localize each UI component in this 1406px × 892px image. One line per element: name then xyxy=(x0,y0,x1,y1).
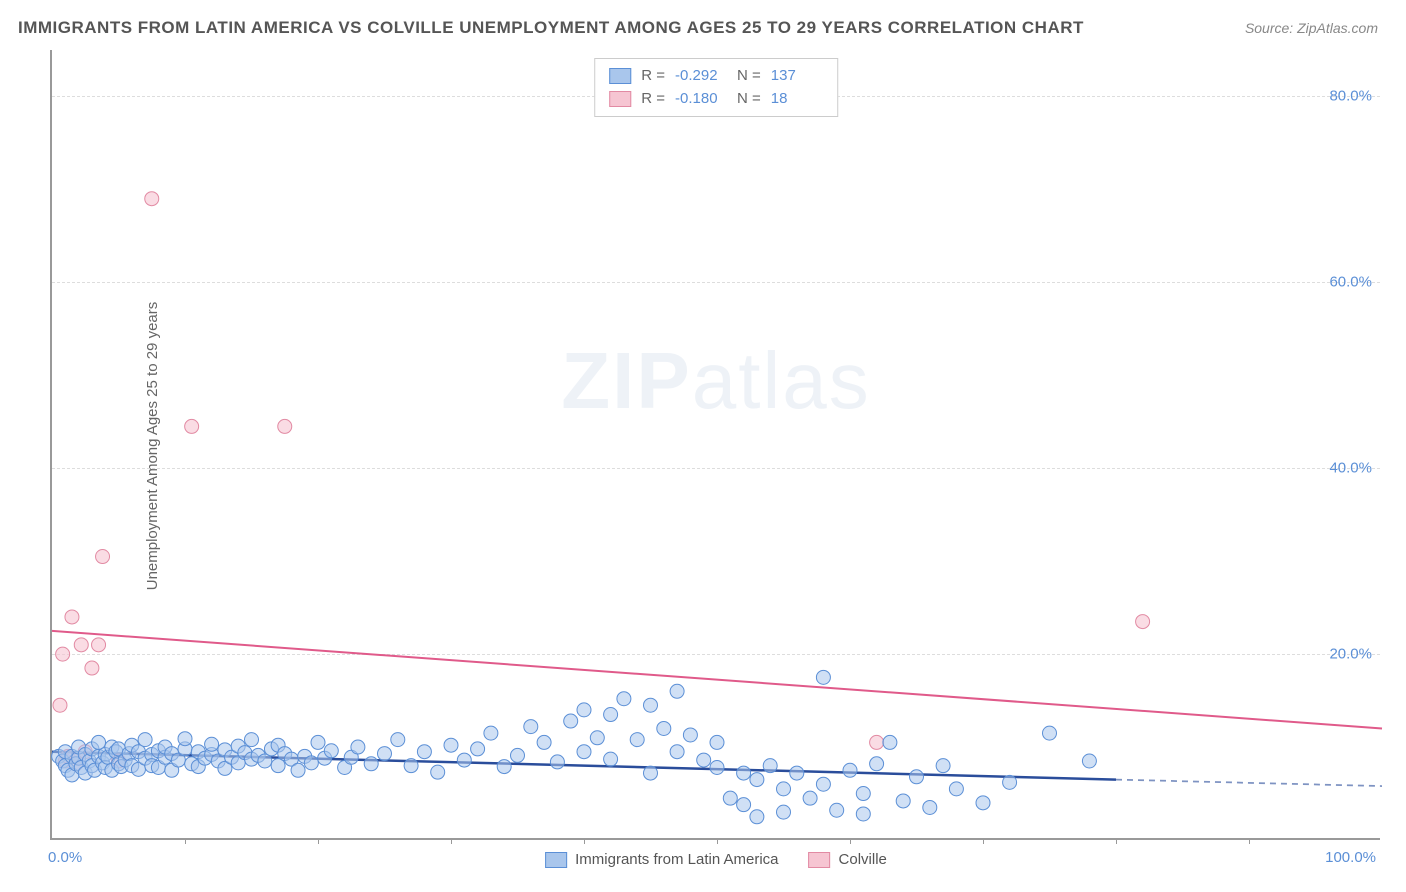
x-tick-mark xyxy=(451,838,452,844)
stats-row: R = -0.180 N = 18 xyxy=(609,88,823,111)
legend: Immigrants from Latin America Colville xyxy=(545,851,887,868)
stats-row: R = -0.292 N = 137 xyxy=(609,65,823,88)
x-tick-mark xyxy=(584,838,585,844)
swatch-icon xyxy=(809,852,831,868)
x-tick-mark xyxy=(1116,838,1117,844)
legend-label: Immigrants from Latin America xyxy=(575,851,778,868)
x-tick-mark xyxy=(1249,838,1250,844)
legend-item: Immigrants from Latin America xyxy=(545,851,778,868)
legend-label: Colville xyxy=(839,851,887,868)
stat-r-value: -0.292 xyxy=(675,65,727,88)
x-tick-label: 0.0% xyxy=(48,849,82,866)
stat-n-value: 18 xyxy=(771,88,823,111)
correlation-stats-box: R = -0.292 N = 137 R = -0.180 N = 18 xyxy=(594,58,838,117)
swatch-icon xyxy=(609,91,631,107)
scatter-svg xyxy=(52,50,1380,838)
x-tick-mark xyxy=(717,838,718,844)
x-tick-mark xyxy=(185,838,186,844)
stat-label: N = xyxy=(737,88,761,111)
swatch-icon xyxy=(609,68,631,84)
legend-item: Colville xyxy=(809,851,887,868)
stat-label: N = xyxy=(737,65,761,88)
stat-label: R = xyxy=(641,88,665,111)
source-attribution: Source: ZipAtlas.com xyxy=(1245,20,1378,36)
plot-area: ZIPatlas 20.0%40.0%60.0%80.0% R = -0.292… xyxy=(50,50,1380,840)
stat-label: R = xyxy=(641,65,665,88)
chart-title: IMMIGRANTS FROM LATIN AMERICA VS COLVILL… xyxy=(18,18,1084,38)
x-tick-mark xyxy=(983,838,984,844)
x-tick-mark xyxy=(850,838,851,844)
x-tick-mark xyxy=(318,838,319,844)
stat-r-value: -0.180 xyxy=(675,88,727,111)
x-tick-label: 100.0% xyxy=(1325,849,1376,866)
stat-n-value: 137 xyxy=(771,65,823,88)
swatch-icon xyxy=(545,852,567,868)
